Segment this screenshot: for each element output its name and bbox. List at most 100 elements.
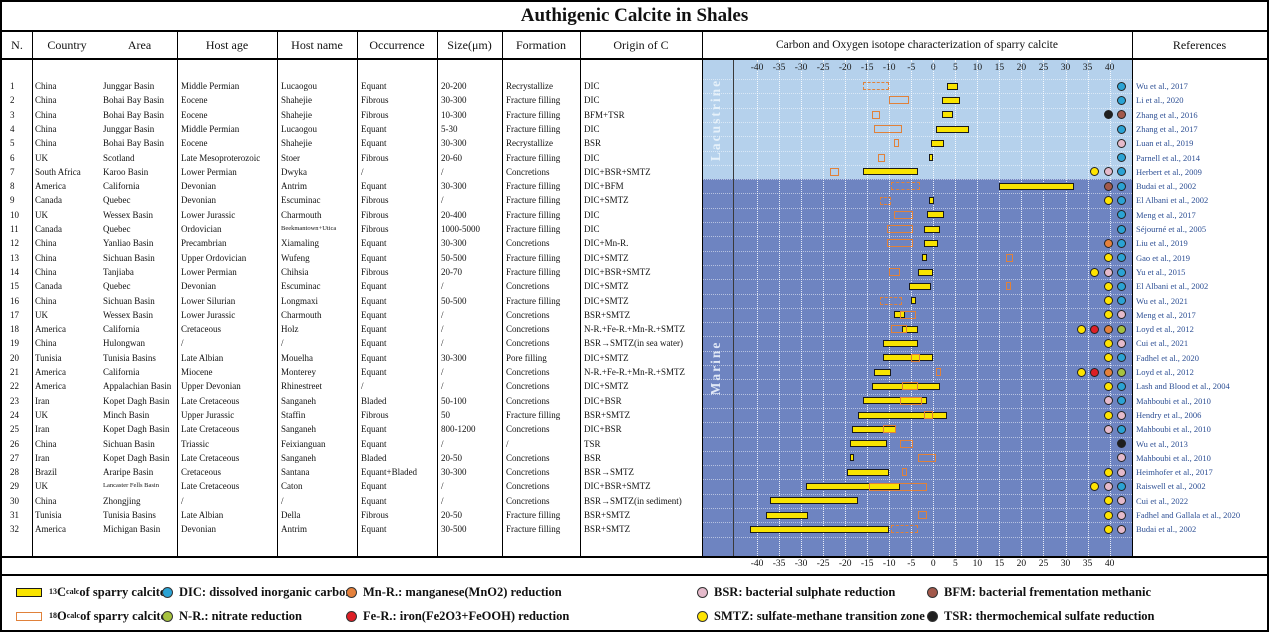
- cell-n: 15: [10, 281, 19, 292]
- cell-area: Michigan Basin: [103, 524, 161, 535]
- cell-occurrence: Fibrous: [361, 109, 389, 120]
- header-cell-host_age: Host age: [205, 37, 249, 52]
- cell-host_age: Late Mesoproterozoic: [181, 152, 261, 163]
- cell-formation: Fracture filling: [506, 109, 561, 120]
- cell-origin: DIC: [584, 224, 600, 234]
- cell-host_age: Middle Permian: [181, 81, 240, 91]
- origin-circle-BSR: [1117, 138, 1126, 148]
- row-separator: [702, 307, 1132, 309]
- cell-host_age: Devonian: [181, 524, 216, 535]
- cell-occurrence: Equant: [361, 309, 387, 320]
- cell-formation: Concretions: [506, 309, 550, 320]
- cell-size: /: [441, 438, 444, 449]
- env-label-lacustrine: Lacustrine: [708, 78, 723, 161]
- origin-circle-DIC: [1117, 482, 1126, 491]
- cell-formation: Fracture filling: [506, 252, 561, 263]
- cell-host_name: /: [281, 338, 284, 349]
- cell-origin: DIC+BSR+SMTZ: [584, 166, 651, 177]
- cell-reference: Herbert et al., 2009: [1136, 166, 1202, 177]
- origin-circle-SMTZ: [1103, 296, 1113, 306]
- cell-formation: Fracture filling: [506, 510, 561, 520]
- axis-tick-label-bottom: -35: [772, 559, 786, 569]
- cell-origin: N-R.+Fe-R.+Mn-R.+SMTZ: [584, 324, 685, 335]
- legend-bar-label: of sparry calcite: [79, 584, 166, 599]
- origin-circle-BSR: [1103, 267, 1113, 277]
- header-cell-country: Country: [47, 37, 87, 52]
- legend-item-label: Mn-R.: manganese(MnO2) reduction: [363, 584, 562, 599]
- legend-item-label: N-R.: nitrate reduction: [179, 608, 303, 623]
- cell-size: 50-100: [441, 395, 467, 406]
- o18-bar: [891, 182, 921, 191]
- axis-tick-label-bottom: 5: [952, 559, 958, 569]
- cell-country: UK: [35, 409, 48, 420]
- cell-reference: Raiswell et al., 2002: [1136, 481, 1206, 492]
- origin-circle-SMTZ: [1076, 324, 1086, 334]
- legend-item-label: TSR: thermochemical sulfate reduction: [944, 608, 1155, 623]
- header-cell-occurrence: Occurrence: [369, 37, 425, 52]
- origin-circle-SMTZ: [1103, 339, 1113, 348]
- cell-country: China: [35, 252, 57, 263]
- cell-origin: BSR+SMTZ: [584, 409, 631, 420]
- axis-tick-label-top: 5: [952, 63, 958, 73]
- cell-host_age: Late Cretaceous: [181, 395, 240, 406]
- origin-circle-SMTZ: [1103, 467, 1113, 477]
- row-separator: [702, 193, 1132, 195]
- origin-circle-DIC: [1117, 81, 1126, 91]
- cell-reference: Luan et al., 2019: [1136, 138, 1194, 149]
- cell-host_name: Sanganeh: [281, 424, 316, 435]
- cell-size: 30-300: [441, 138, 467, 149]
- cell-n: 3: [10, 109, 15, 120]
- cell-country: China: [35, 295, 57, 306]
- cell-size: /: [441, 281, 444, 292]
- cell-country: America: [35, 367, 66, 377]
- cell-formation: Concretions: [506, 166, 550, 177]
- cell-n: 32: [10, 524, 19, 535]
- cell-size: 30-300: [441, 352, 467, 363]
- cell-size: 50-500: [441, 252, 467, 263]
- c13-bar: [922, 254, 927, 262]
- cell-n: 29: [10, 481, 19, 492]
- column-border-size: [437, 32, 438, 556]
- cell-size: 20-200: [441, 81, 467, 91]
- cell-host_age: Eocene: [181, 95, 208, 106]
- cell-n: 6: [10, 152, 15, 163]
- cell-country: China: [35, 123, 57, 134]
- cell-reference: Cui et al., 2021: [1136, 338, 1189, 349]
- header-cell-reference: References: [1172, 37, 1227, 52]
- cell-occurrence: Fibrous: [361, 224, 389, 234]
- cell-size: 30-300: [441, 181, 467, 192]
- cell-occurrence: Equant+Bladed: [361, 467, 418, 478]
- cell-origin: DIC+BSR: [584, 424, 622, 435]
- cell-occurrence: Equant: [361, 495, 387, 506]
- cell-formation: Fracture filling: [506, 209, 561, 220]
- row-separator: [702, 293, 1132, 295]
- c13-bar: [849, 440, 888, 448]
- cell-host_age: Lower Permian: [181, 166, 237, 177]
- legend-item-BFM: BFM: bacterial frementation methanic: [927, 582, 1151, 602]
- row-separator: [702, 522, 1132, 524]
- table-body: -40 -35 -30 -25 -20 -15 -10 -5 0 5 10 15 20 25 30 35 40 L…: [2, 60, 1267, 556]
- c13-bar: [805, 483, 901, 490]
- cell-host_name: Sanganeh: [281, 395, 316, 406]
- axis-tick-label-bottom: 25: [1038, 559, 1049, 569]
- cell-origin: DIC+SMTZ: [584, 352, 629, 363]
- cell-origin: BSR+SMTZ: [584, 510, 631, 520]
- cell-origin: N-R.+Fe-R.+Mn-R.+SMTZ: [584, 367, 685, 377]
- cell-host_age: Lower Permian: [181, 266, 237, 277]
- c13-bar: [849, 454, 854, 462]
- origin-circle-BFM: [1117, 110, 1126, 120]
- cell-formation: Concretions: [506, 338, 550, 349]
- origin-circle-SMTZ: [1090, 167, 1099, 177]
- origin-circle-SMTZ: [1103, 510, 1113, 520]
- axis-tick-label-bottom: -20: [838, 559, 852, 569]
- cell-formation: Concretions: [506, 467, 550, 478]
- cell-formation: Concretions: [506, 381, 550, 392]
- cell-size: 30-300: [441, 95, 467, 106]
- cell-n: 1: [10, 81, 15, 91]
- o18-bar: [889, 268, 901, 276]
- cell-n: 27: [10, 452, 19, 463]
- marine-background: [702, 179, 1132, 556]
- axis-tick-label-top: 40: [1104, 63, 1115, 73]
- cell-host_age: /: [181, 338, 184, 349]
